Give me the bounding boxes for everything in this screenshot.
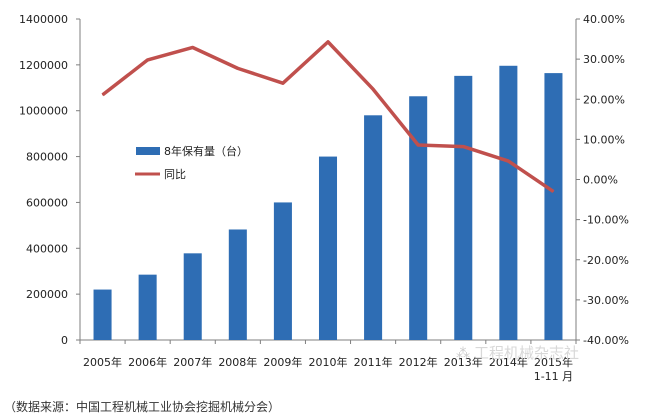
right-y-tick-label: -10.00% bbox=[583, 214, 629, 227]
bar bbox=[318, 156, 338, 340]
line-point bbox=[417, 144, 419, 146]
left-y-tick-label: 400000 bbox=[26, 242, 68, 255]
x-tick-label: 2007年 bbox=[173, 355, 212, 369]
x-tick-label: 2005年 bbox=[83, 355, 122, 369]
bar bbox=[544, 73, 563, 341]
watermark: ⁂ 工程机械杂志社 bbox=[456, 344, 579, 362]
bar-series bbox=[93, 65, 563, 341]
right-y-tick-label: 20.00% bbox=[583, 93, 625, 106]
watermark-icon: ⁂ bbox=[456, 346, 470, 362]
right-y-tick-label: 30.00% bbox=[583, 53, 625, 66]
bar bbox=[228, 229, 247, 340]
left-y-tick-labels: 0 200000 400000 600000 800000 1000000 1200000 1… bbox=[19, 13, 68, 347]
bar bbox=[183, 253, 202, 340]
left-y-tick-label: 1000000 bbox=[19, 105, 68, 118]
right-y-tick-labels: -40.00% -30.00% -20.00% -10.00% 0.00% 10.00% 2… bbox=[583, 13, 629, 347]
legend: 8年保有量（台） 同比 bbox=[135, 144, 248, 181]
line-point bbox=[102, 94, 104, 96]
line-point bbox=[282, 82, 284, 84]
x-tick-label: 2009年 bbox=[263, 355, 302, 369]
left-y-tick-label: 1200000 bbox=[19, 59, 68, 72]
line-series bbox=[101, 40, 555, 193]
x-tick-label: 2013年 bbox=[444, 355, 483, 369]
line-point bbox=[147, 59, 149, 61]
left-y-tick-label: 200000 bbox=[26, 288, 68, 301]
right-y-tick-label: 40.00% bbox=[583, 13, 625, 26]
legend-bar-label: 8年保有量（台） bbox=[164, 144, 248, 158]
line-point bbox=[507, 160, 509, 162]
left-y-tick-label: 1400000 bbox=[19, 13, 68, 26]
right-y-tick-label: 0.00% bbox=[583, 174, 618, 187]
legend-line-label: 同比 bbox=[164, 168, 186, 181]
legend-bar-swatch bbox=[136, 147, 160, 155]
x-tick-label: 2011年 bbox=[354, 355, 393, 369]
right-y-tick-label: 10.00% bbox=[583, 133, 625, 146]
line-point bbox=[372, 88, 374, 90]
bar bbox=[364, 115, 383, 340]
x-tick-labels: 2005年 2006年 2007年 2008年 2009年 2010年 2011年 2012年… bbox=[83, 355, 573, 383]
line-point bbox=[237, 67, 239, 69]
bar bbox=[138, 274, 157, 340]
watermark-text: 工程机械杂志社 bbox=[474, 344, 579, 362]
line-point bbox=[552, 191, 554, 193]
left-y-tick-label: 0 bbox=[61, 334, 68, 347]
x-tick-sublabel: 1-11 月 bbox=[534, 370, 573, 383]
x-tick-label: 2014年 bbox=[489, 355, 528, 369]
x-tick-label: 2012年 bbox=[399, 355, 438, 369]
left-y-tick-label: 800000 bbox=[26, 151, 68, 164]
right-y-tick-label: -30.00% bbox=[583, 294, 629, 307]
source-note: （数据来源：中国工程机械工业协会挖掘机械分会） bbox=[4, 400, 281, 414]
x-tick-label: 2006年 bbox=[128, 355, 167, 369]
line-point bbox=[462, 146, 464, 148]
right-y-tick-label: -20.00% bbox=[583, 254, 629, 267]
bar bbox=[409, 96, 428, 340]
bar bbox=[454, 75, 473, 340]
line-point bbox=[192, 46, 194, 48]
line-point bbox=[327, 41, 329, 43]
x-tick-label: 2008年 bbox=[218, 355, 257, 369]
bar bbox=[93, 289, 112, 340]
x-tick-label: 2010年 bbox=[309, 355, 348, 369]
x-tick-label: 2015年 bbox=[534, 355, 573, 369]
bar bbox=[499, 65, 518, 340]
right-y-tick-label: -40.00% bbox=[583, 334, 629, 347]
bar bbox=[273, 202, 292, 340]
left-y-tick-label: 600000 bbox=[26, 196, 68, 209]
